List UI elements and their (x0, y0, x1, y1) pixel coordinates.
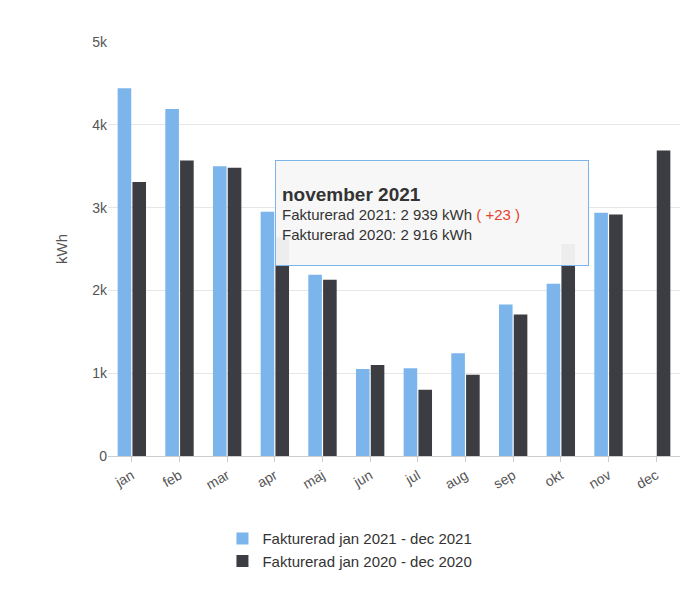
svg-text:sep: sep (491, 466, 519, 491)
svg-text:Fakturerad jan 2020 - dec 2020: Fakturerad jan 2020 - dec 2020 (262, 553, 471, 570)
svg-text:kWh: kWh (53, 234, 70, 264)
svg-text:mar: mar (203, 466, 232, 492)
svg-text:nov: nov (586, 467, 614, 492)
svg-text:okt: okt (542, 467, 566, 490)
svg-text:dec: dec (634, 467, 662, 492)
svg-text:november 2021Fakturerad 2021:: november 2021Fakturerad 2021: 2 939 kWh … (282, 184, 520, 243)
svg-text:2k: 2k (92, 282, 108, 298)
svg-text:5k: 5k (92, 34, 108, 50)
svg-text:jun: jun (350, 467, 375, 491)
svg-text:4k: 4k (92, 117, 108, 133)
svg-text:feb: feb (160, 467, 185, 491)
svg-text:jul: jul (402, 467, 423, 488)
svg-text:0: 0 (99, 448, 107, 464)
svg-text:maj: maj (300, 467, 328, 492)
svg-text:Fakturerad jan 2021 - dec 2021: Fakturerad jan 2021 - dec 2021 (262, 530, 471, 547)
svg-text:3k: 3k (92, 200, 108, 216)
svg-text:1k: 1k (92, 365, 108, 381)
svg-text:apr: apr (254, 466, 280, 490)
svg-text:jan: jan (112, 467, 137, 491)
svg-text:aug: aug (442, 467, 470, 493)
